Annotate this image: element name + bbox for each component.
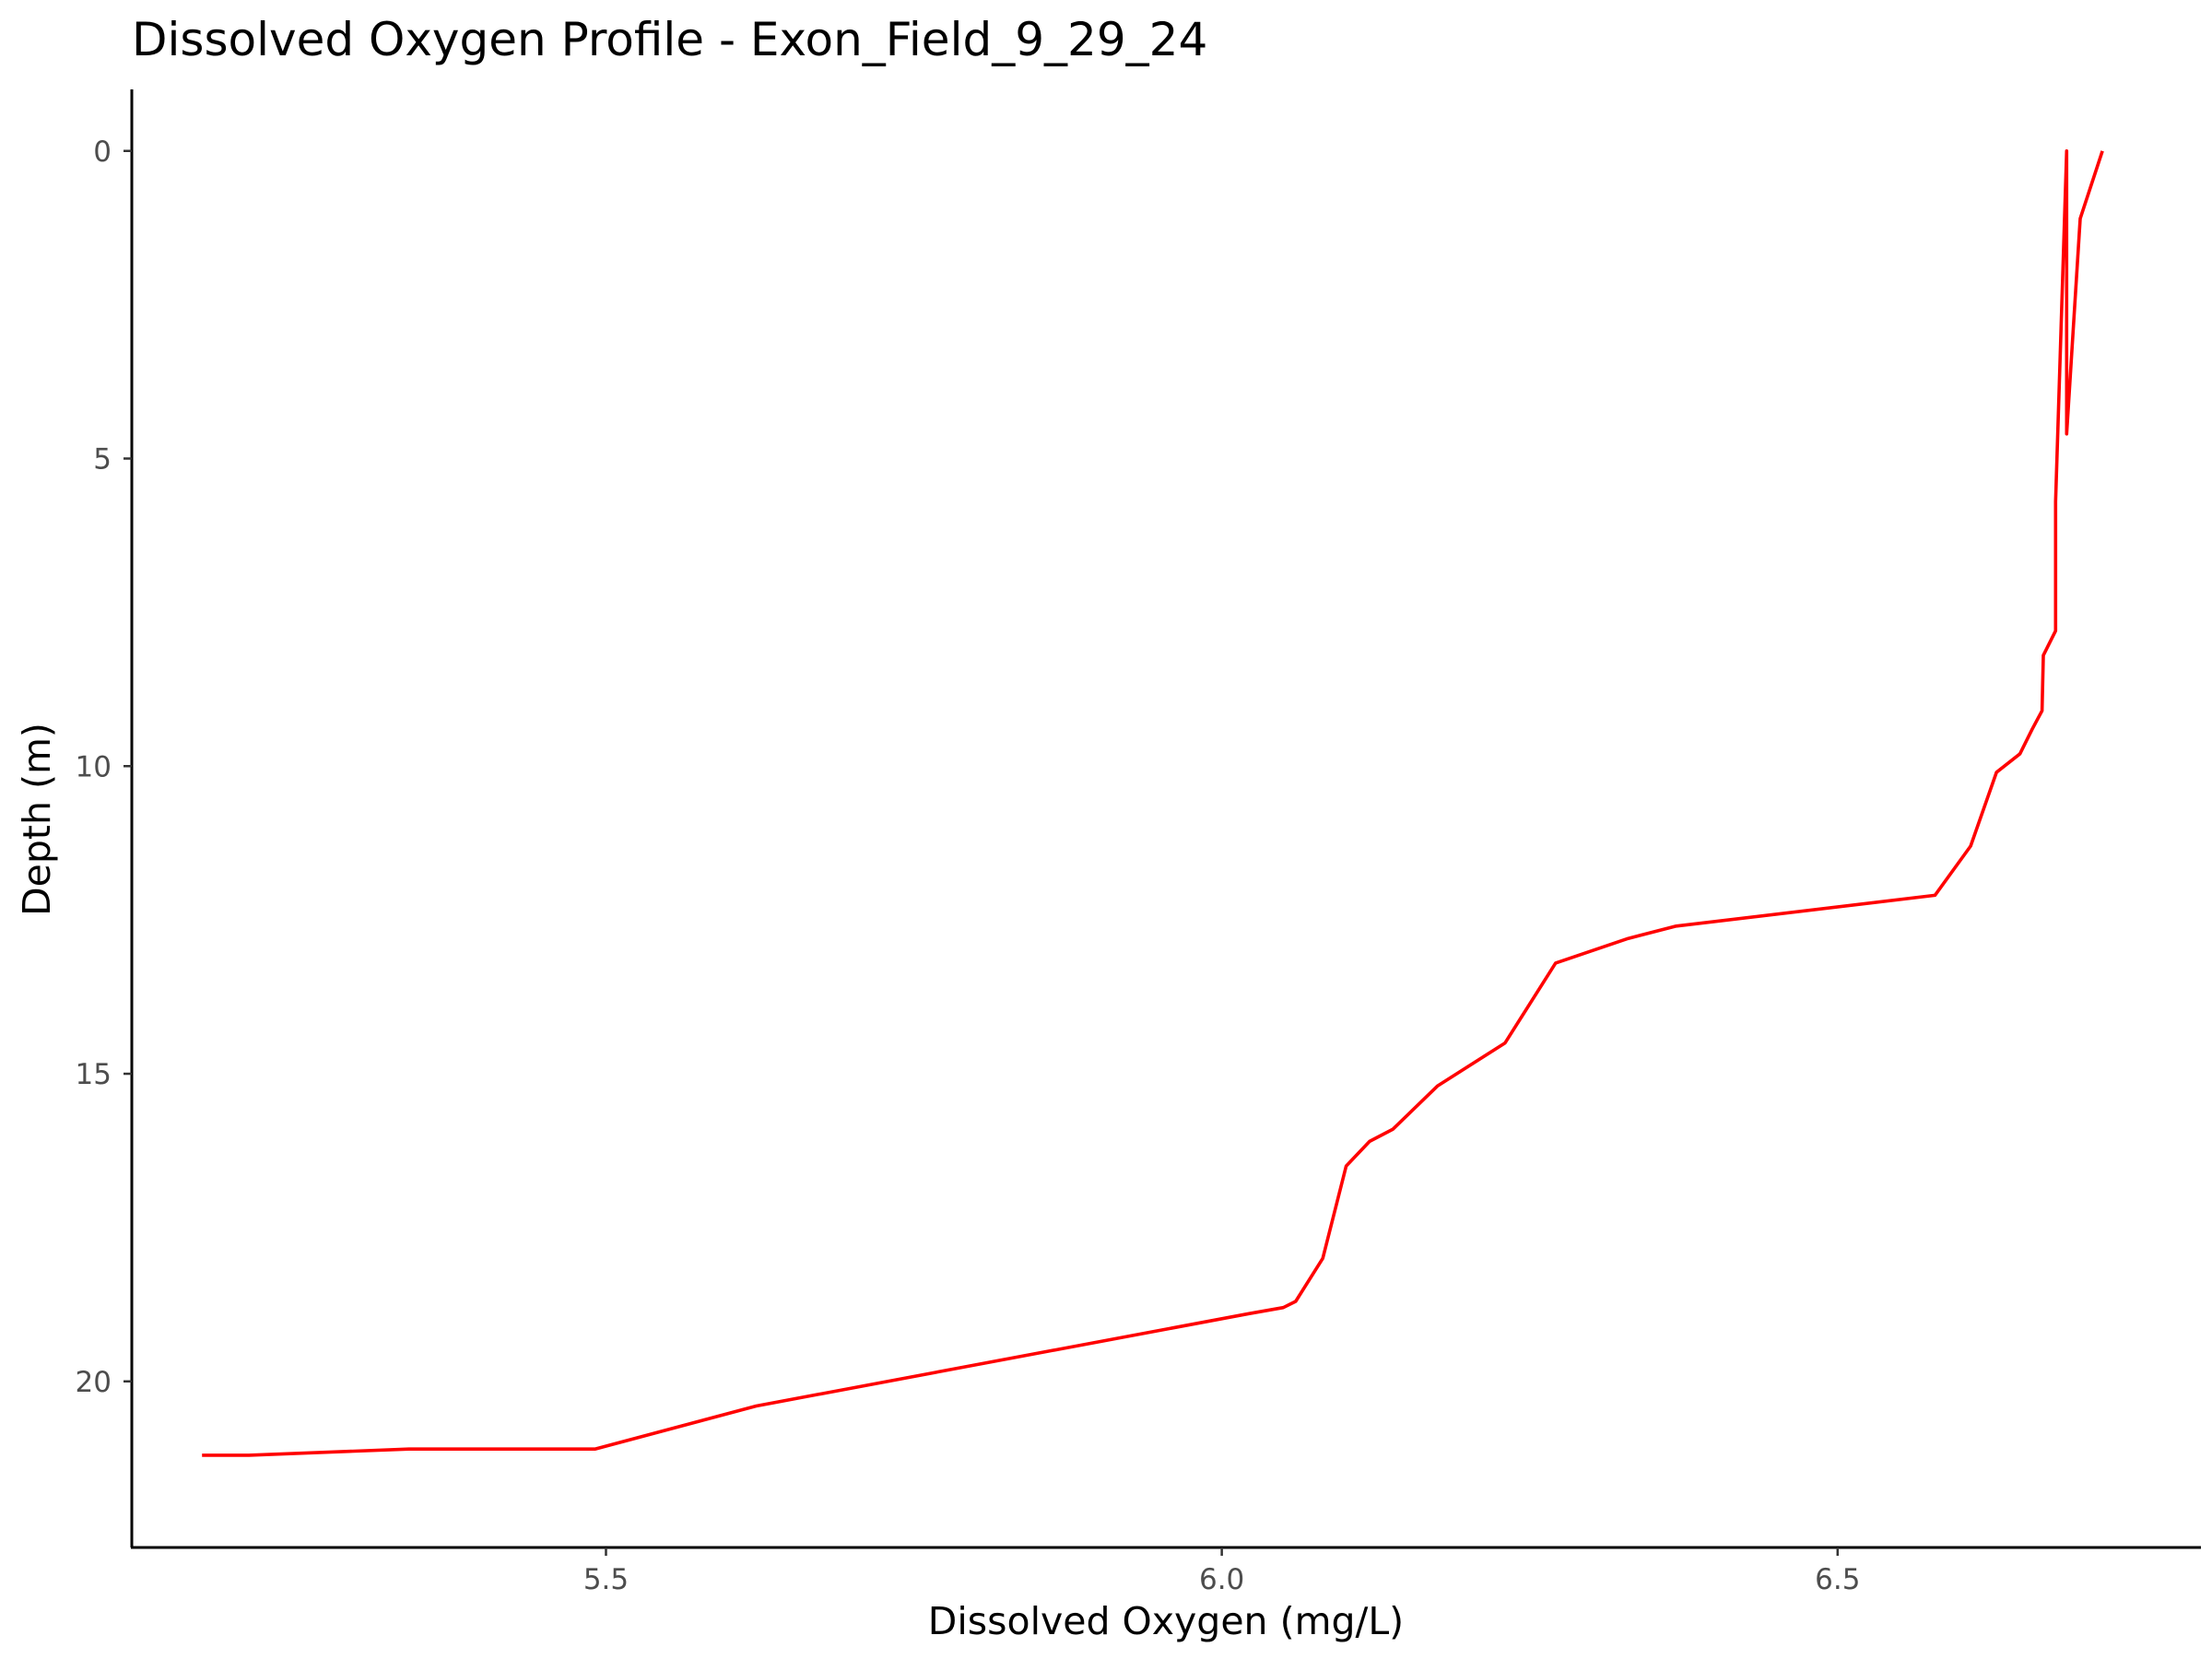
- chart-title: Dissolved Oxygen Profile - Exon_Field_9_…: [132, 13, 1207, 66]
- y-tick-label: 20: [76, 1366, 112, 1399]
- y-axis-title: Depth (m): [15, 723, 59, 916]
- y-tick-label: 0: [93, 135, 112, 169]
- y-tick-label: 15: [76, 1058, 112, 1091]
- x-axis-title: Dissolved Oxygen (mg/L): [928, 1599, 1404, 1643]
- y-tick-label: 10: [76, 750, 112, 783]
- y-tick-label: 5: [93, 443, 112, 477]
- y-axis-ticks: 0 5 10 15 20: [76, 135, 132, 1399]
- x-tick-label: 6.0: [1199, 1563, 1244, 1596]
- x-axis-ticks: 5.5 6.0 6.5: [583, 1547, 1860, 1596]
- x-tick-label: 5.5: [583, 1563, 629, 1596]
- dissolved-oxygen-series-line: [202, 149, 2104, 1457]
- x-tick-label: 6.5: [1815, 1563, 1860, 1596]
